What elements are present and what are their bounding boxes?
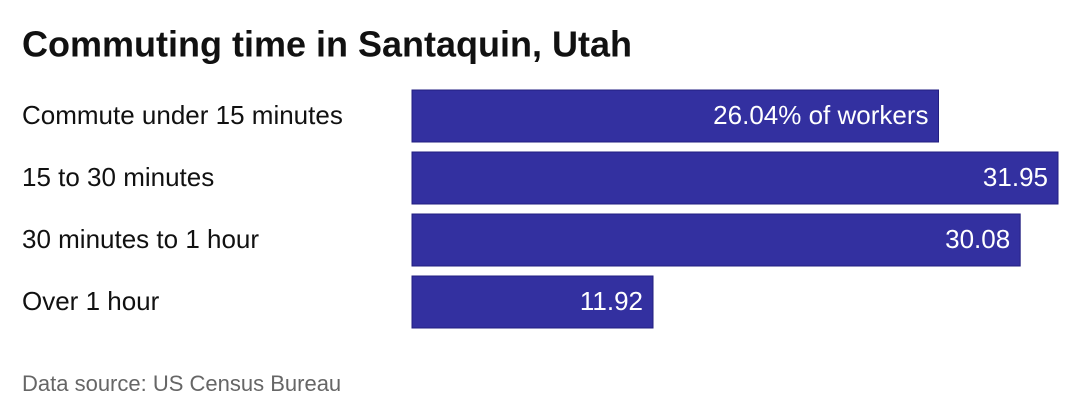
value-label: 26.04% of workers [713,100,928,130]
chart-title: Commuting time in Santaquin, Utah [22,24,632,65]
category-label: Over 1 hour [22,286,160,316]
source: Data source: US Census Bureau [22,371,341,396]
bar [411,275,654,329]
category-label: 30 minutes to 1 hour [22,224,259,254]
value-label: 31.95 [983,162,1048,192]
value-label: 30.08 [945,224,1010,254]
bar [411,213,1021,267]
category-label: 15 to 30 minutes [22,162,214,192]
category-label: Commute under 15 minutes [22,100,343,130]
value-label: 11.92 [580,286,643,316]
bar [411,151,1059,205]
bar [411,89,940,143]
